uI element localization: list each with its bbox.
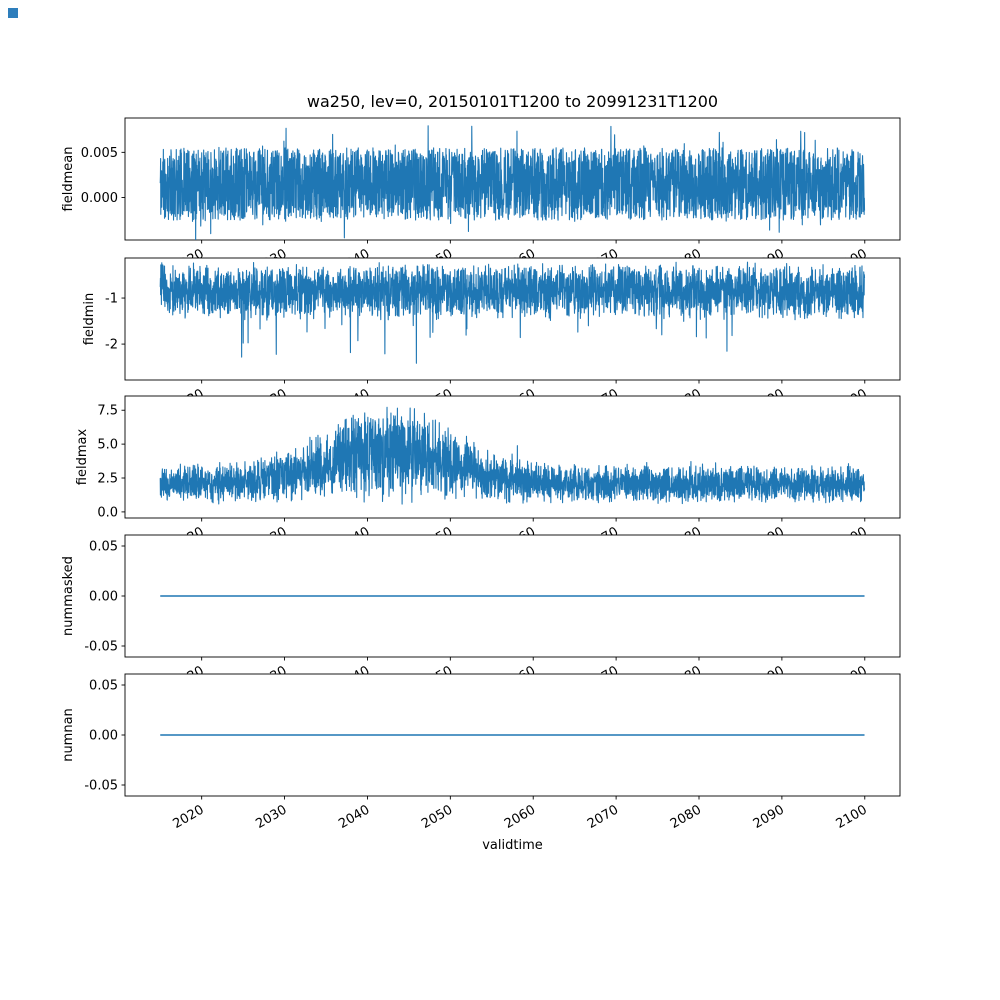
plot-canvas-numnan: 0.05 0.00 -0.05 2020 2030 2040 2050 2060 2070 208… <box>84 673 901 832</box>
figure-title: wa250, lev=0, 20150101T1200 to 20991231T… <box>306 92 719 111</box>
svg-text:0.005: 0.005 <box>81 146 118 161</box>
svg-text:-1: -1 <box>105 292 118 307</box>
y-tick-labels: 0.05 0.00 -0.05 <box>84 540 125 655</box>
series-line <box>159 261 866 364</box>
svg-text:2060: 2060 <box>502 802 538 832</box>
svg-text:2.5: 2.5 <box>97 472 118 487</box>
svg-text:0.0: 0.0 <box>97 505 118 520</box>
svg-text:-0.05: -0.05 <box>84 779 118 794</box>
svg-text:2090: 2090 <box>751 802 787 832</box>
svg-text:2030: 2030 <box>253 802 289 832</box>
svg-text:0.00: 0.00 <box>89 729 118 744</box>
svg-text:2020: 2020 <box>171 802 207 832</box>
svg-text:-2: -2 <box>105 338 118 353</box>
svg-text:-0.05: -0.05 <box>84 640 118 655</box>
svg-text:2050: 2050 <box>419 802 455 832</box>
y-tick-labels: 0.05 0.00 -0.05 <box>84 679 125 794</box>
svg-text:0.000: 0.000 <box>81 191 118 206</box>
svg-text:7.5: 7.5 <box>97 404 118 419</box>
series-line <box>159 406 866 505</box>
svg-text:0.05: 0.05 <box>89 679 118 694</box>
svg-text:0.05: 0.05 <box>89 540 118 555</box>
svg-text:5.0: 5.0 <box>97 438 118 453</box>
svg-text:0.00: 0.00 <box>89 590 118 605</box>
x-axis-label: validtime <box>482 838 543 853</box>
svg-text:2070: 2070 <box>585 802 621 832</box>
y-tick-labels: 7.5 5.0 2.5 0.0 <box>97 404 125 520</box>
x-tick-labels: 2020 2030 2040 2050 2060 2070 2080 2090 2100 <box>171 796 870 832</box>
svg-text:2080: 2080 <box>668 802 704 832</box>
subplot-numnan: numnan 0.05 0.00 -0.05 2020 2030 2040 2050 2060… <box>0 646 1000 856</box>
y-tick-labels: -1 -2 <box>105 292 125 353</box>
y-tick-labels: 0.005 0.000 <box>81 146 125 206</box>
series-line <box>159 125 866 240</box>
svg-text:2100: 2100 <box>834 802 870 832</box>
corner-artifact-square <box>8 8 18 18</box>
svg-text:2040: 2040 <box>336 802 372 832</box>
